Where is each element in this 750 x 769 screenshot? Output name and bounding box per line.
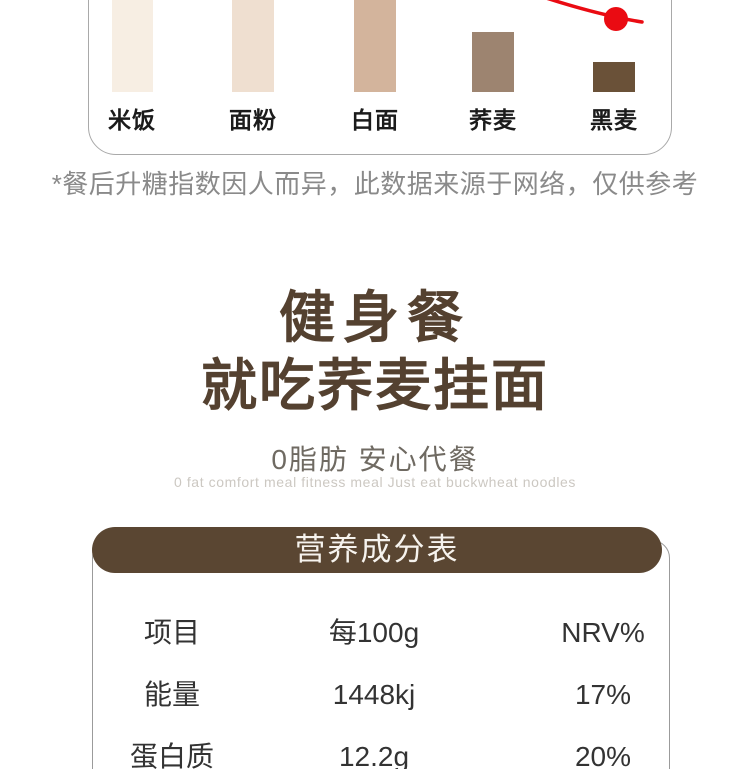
cell-item: 项目 [143, 617, 201, 648]
chart-bar [112, 0, 153, 92]
nutrition-table-header: 营养成分表 [92, 527, 662, 573]
chart-bar [593, 62, 635, 92]
headline: 健身餐 就吃荞麦挂面 [0, 285, 750, 419]
chart-bar [232, 0, 274, 92]
bar-label-rice: 米饭 [108, 107, 156, 133]
headline-line1: 健身餐 [279, 285, 471, 351]
table-row: 蛋白质 12.2g 20% [92, 726, 668, 769]
chart-bar [472, 32, 514, 92]
cell-nrv: 20% [574, 741, 632, 769]
table-row: 项目 每100g NRV% [92, 602, 668, 664]
bar-label-flour: 面粉 [229, 107, 277, 133]
subtitle: 0脂肪 安心代餐 [271, 444, 479, 475]
bar-label-buckwheat: 荞麦 [469, 107, 517, 133]
cell-per100g: 12.2g [338, 741, 410, 769]
nutrition-table-card [92, 540, 670, 769]
bar-label-white-flour: 白面 [351, 107, 399, 133]
cell-nrv: 17% [574, 679, 632, 710]
chart-bar [354, 0, 396, 92]
cell-item: 能量 [143, 679, 201, 710]
cell-item: 蛋白质 [129, 741, 215, 769]
gi-disclaimer: *餐后升糖指数因人而异，此数据来源于网络，仅供参考 [51, 169, 699, 199]
cell-nrv: NRV% [561, 617, 645, 648]
cell-per100g: 每100g [328, 617, 420, 648]
cell-per100g: 1448kj [332, 679, 416, 710]
bar-label-rye: 黑麦 [590, 107, 638, 133]
table-row: 能量 1448kj 17% [92, 664, 668, 726]
nutrition-table-rows: 项目 每100g NRV% 能量 1448kj 17% 蛋白质 12.2g 20… [92, 602, 668, 769]
subtitle-english: 0 fat comfort meal fitness meal Just eat… [173, 474, 577, 490]
headline-line2: 就吃荞麦挂面 [201, 353, 549, 419]
